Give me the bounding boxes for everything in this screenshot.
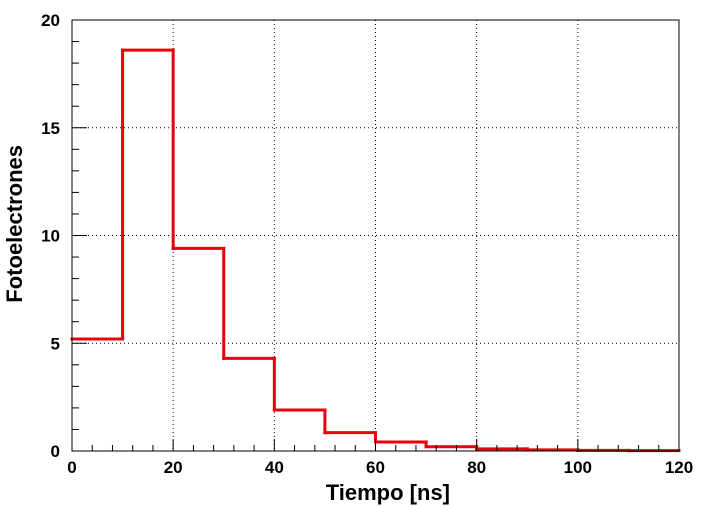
y-tick-label: 0 (51, 442, 60, 461)
x-tick-label: 100 (564, 458, 592, 477)
x-tick-label: 120 (665, 458, 693, 477)
y-tick-label: 15 (41, 119, 60, 138)
x-tick-label: 80 (467, 458, 486, 477)
x-axis-title: Tiempo [ns] (326, 480, 450, 505)
x-tick-label: 20 (164, 458, 183, 477)
histogram-series (70, 48, 681, 453)
x-tick-label: 0 (67, 458, 76, 477)
grid-lines (72, 20, 679, 451)
y-tick-label: 10 (41, 227, 60, 246)
axis-ticks (71, 19, 680, 452)
x-tick-label: 40 (265, 458, 284, 477)
x-axis-tick-labels: 0 20 40 60 80 100 120 (67, 458, 693, 477)
x-tick-label: 60 (366, 458, 385, 477)
y-tick-label: 20 (41, 11, 60, 30)
y-axis-title: Fotoelectrones (2, 145, 27, 303)
y-axis-tick-labels: 0 5 10 15 20 (41, 11, 60, 461)
y-tick-label: 5 (51, 334, 60, 353)
